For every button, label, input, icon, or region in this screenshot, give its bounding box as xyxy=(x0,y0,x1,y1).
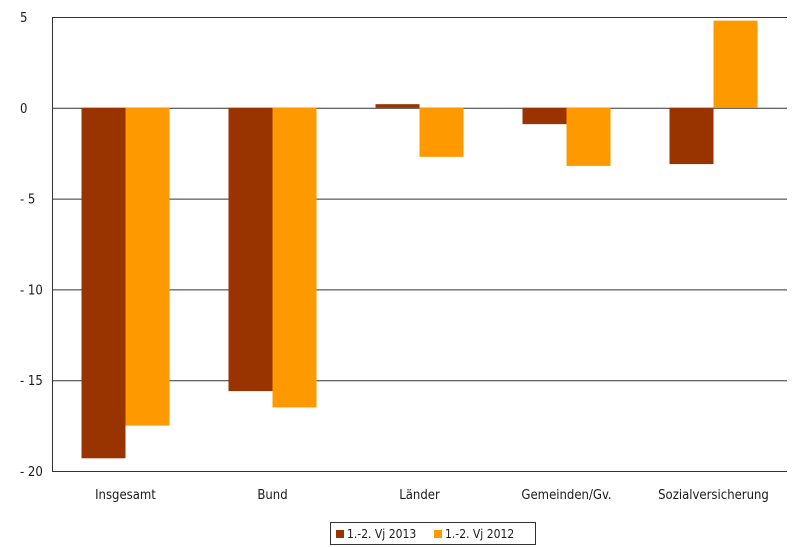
bar-series-1 xyxy=(522,107,567,125)
x-category-label: Bund xyxy=(257,488,287,503)
bar-series-2 xyxy=(272,107,317,408)
bar-series-2 xyxy=(713,20,758,108)
legend-swatch xyxy=(336,530,344,538)
legend-frame xyxy=(330,522,536,545)
x-category-label: Länder xyxy=(399,488,440,503)
bar-series-1 xyxy=(81,107,126,459)
legend-swatch xyxy=(434,530,442,538)
x-category-label: Sozialversicherung xyxy=(658,488,769,503)
x-axis-categories: Insgesamt Bund Länder Gemeinden/Gv. Sozialve… xyxy=(95,488,769,503)
x-category-label: Gemeinden/Gv. xyxy=(521,488,611,503)
legend: 1.-2. Vj 2013 1.-2. Vj 2012 xyxy=(330,522,536,545)
x-category-label: Insgesamt xyxy=(95,488,156,503)
y-tick-label: 0 xyxy=(20,102,27,117)
y-tick-label: - 20 xyxy=(20,465,43,480)
bar-series-2 xyxy=(419,107,464,157)
legend-label: 1.-2. Vj 2012 xyxy=(445,527,514,541)
bar-series-2 xyxy=(125,107,170,426)
bars xyxy=(81,20,758,459)
legend-label: 1.-2. Vj 2013 xyxy=(347,527,416,541)
y-tick-label: - 10 xyxy=(20,283,43,298)
gridlines xyxy=(52,17,787,472)
y-axis-ticks: 5 0 - 5 - 10 - 15 - 20 xyxy=(20,11,43,480)
bar-series-2 xyxy=(566,107,611,166)
y-tick-label: - 15 xyxy=(20,374,43,389)
y-tick-label: - 5 xyxy=(20,193,35,208)
bar-series-1 xyxy=(228,107,273,392)
bar-series-1 xyxy=(669,107,714,165)
y-tick-label: 5 xyxy=(20,11,27,26)
bar-series-1 xyxy=(375,104,420,108)
